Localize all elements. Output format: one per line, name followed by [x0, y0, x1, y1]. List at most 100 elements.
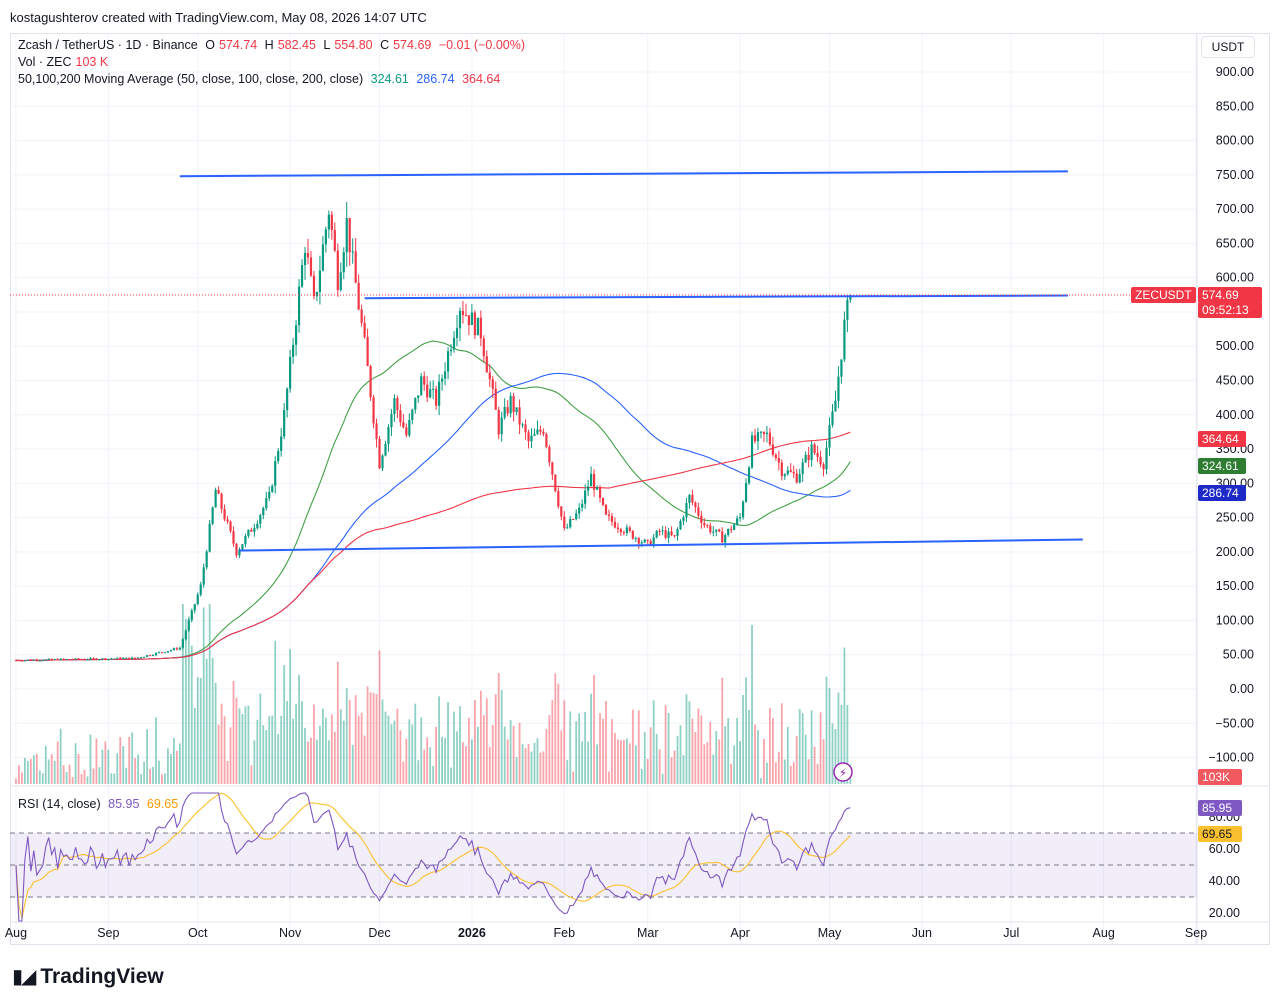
change-value: −0.01 (−0.00%) [438, 38, 525, 52]
volume-bar [423, 749, 426, 784]
candle-body [810, 444, 813, 461]
volume-bar [697, 708, 700, 784]
ma50-value: 324.61 [370, 72, 409, 86]
candle-body [378, 438, 381, 469]
volume-bar [700, 715, 703, 784]
candle-body [342, 252, 345, 273]
volume-bar [86, 776, 89, 784]
candle-body [157, 652, 161, 654]
volume-bar [170, 754, 172, 784]
candle-body [604, 504, 608, 515]
candle-body [461, 310, 465, 315]
volume-bar [47, 759, 50, 784]
volume-bar [569, 711, 572, 784]
candle-body [828, 425, 831, 448]
volume-bar [766, 762, 768, 784]
volume-bar [21, 772, 23, 784]
candle-body [595, 487, 599, 490]
volume-bar [226, 760, 229, 784]
candle-body [47, 658, 50, 660]
candle-body [670, 531, 673, 536]
price-tick-label: 450.00 [1216, 374, 1254, 388]
candle-body [50, 658, 53, 660]
candle-body [473, 312, 476, 336]
candle-body [649, 540, 652, 546]
volume-bar [837, 692, 840, 784]
volume-bar [110, 773, 113, 784]
candle-body [128, 657, 131, 660]
candle-body [393, 398, 396, 415]
candle-body [426, 384, 429, 398]
candle-body [196, 594, 199, 605]
candle-body [411, 409, 414, 420]
volume-bar [205, 658, 208, 784]
candle-body [449, 349, 453, 352]
time-tick-label: Jul [1003, 926, 1019, 940]
candle-body [366, 336, 369, 367]
volume-bar [563, 700, 566, 784]
volume-bar [155, 717, 157, 784]
volume-bar [816, 763, 819, 784]
candle-body [363, 322, 366, 337]
volume-bar [65, 772, 68, 784]
volume-bar [310, 737, 312, 784]
volume-bar [333, 731, 336, 784]
chart-frame [10, 33, 1270, 945]
volume-label: Vol · ZEC [18, 55, 72, 69]
volume-bar [417, 760, 420, 784]
volume-bar [274, 640, 277, 784]
candle-body [399, 410, 402, 423]
time-tick-label: Aug [1093, 926, 1115, 940]
volume-bar [614, 732, 616, 784]
time-tick-label: Dec [368, 926, 390, 940]
candle-body [679, 521, 682, 530]
volume-bar [435, 726, 438, 784]
volume-bar [783, 759, 786, 784]
candle-body [423, 376, 426, 385]
candle-body [777, 458, 780, 463]
volume-bar [453, 711, 455, 784]
currency-button[interactable]: USDT [1201, 36, 1255, 58]
volume-badge: 103K [1198, 769, 1242, 785]
candle-body [661, 530, 664, 532]
volume-bar [199, 677, 202, 784]
volume-bar [68, 764, 71, 784]
volume-bar [101, 749, 104, 784]
rsi-ma-value: 69.65 [146, 797, 179, 811]
candle-body [83, 659, 86, 661]
price-tick-label: 700.00 [1216, 202, 1254, 216]
volume-bar [774, 762, 777, 784]
volume-bar [527, 743, 530, 784]
candle-body [14, 660, 18, 662]
candle-body [35, 659, 38, 661]
volume-bar [482, 715, 485, 784]
price-tick-label: −50.00 [1215, 716, 1254, 730]
candle-body [143, 656, 146, 658]
volume-bar [164, 773, 166, 784]
volume-legend: Vol · ZEC 103 K [18, 55, 112, 69]
candle-body [613, 521, 617, 528]
candle-body [715, 529, 718, 532]
candle-body [414, 398, 417, 410]
volume-bar [703, 744, 706, 784]
candle-body [548, 446, 551, 463]
volume-bar [524, 748, 527, 784]
candle-body [259, 515, 262, 524]
candle-body [181, 639, 184, 648]
candle-body [226, 519, 229, 522]
candle-body [214, 489, 217, 508]
volume-bar [459, 706, 461, 784]
candle-body [664, 530, 667, 538]
volume-bar [38, 770, 41, 784]
candle-body [831, 411, 834, 426]
candle-body [303, 252, 307, 266]
time-tick-label: Sep [1185, 926, 1207, 940]
volume-bar [727, 718, 730, 784]
time-tick-label: Jun [912, 926, 932, 940]
candle-body [140, 657, 143, 659]
lightning-icon-glyph: ⚡ [839, 766, 847, 780]
volume-bar [494, 694, 497, 784]
tradingview-logo[interactable]: ▮◢ TradingView [12, 964, 164, 989]
candle-body [515, 407, 518, 413]
